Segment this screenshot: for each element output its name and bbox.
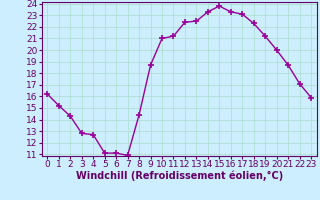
X-axis label: Windchill (Refroidissement éolien,°C): Windchill (Refroidissement éolien,°C) xyxy=(76,171,283,181)
